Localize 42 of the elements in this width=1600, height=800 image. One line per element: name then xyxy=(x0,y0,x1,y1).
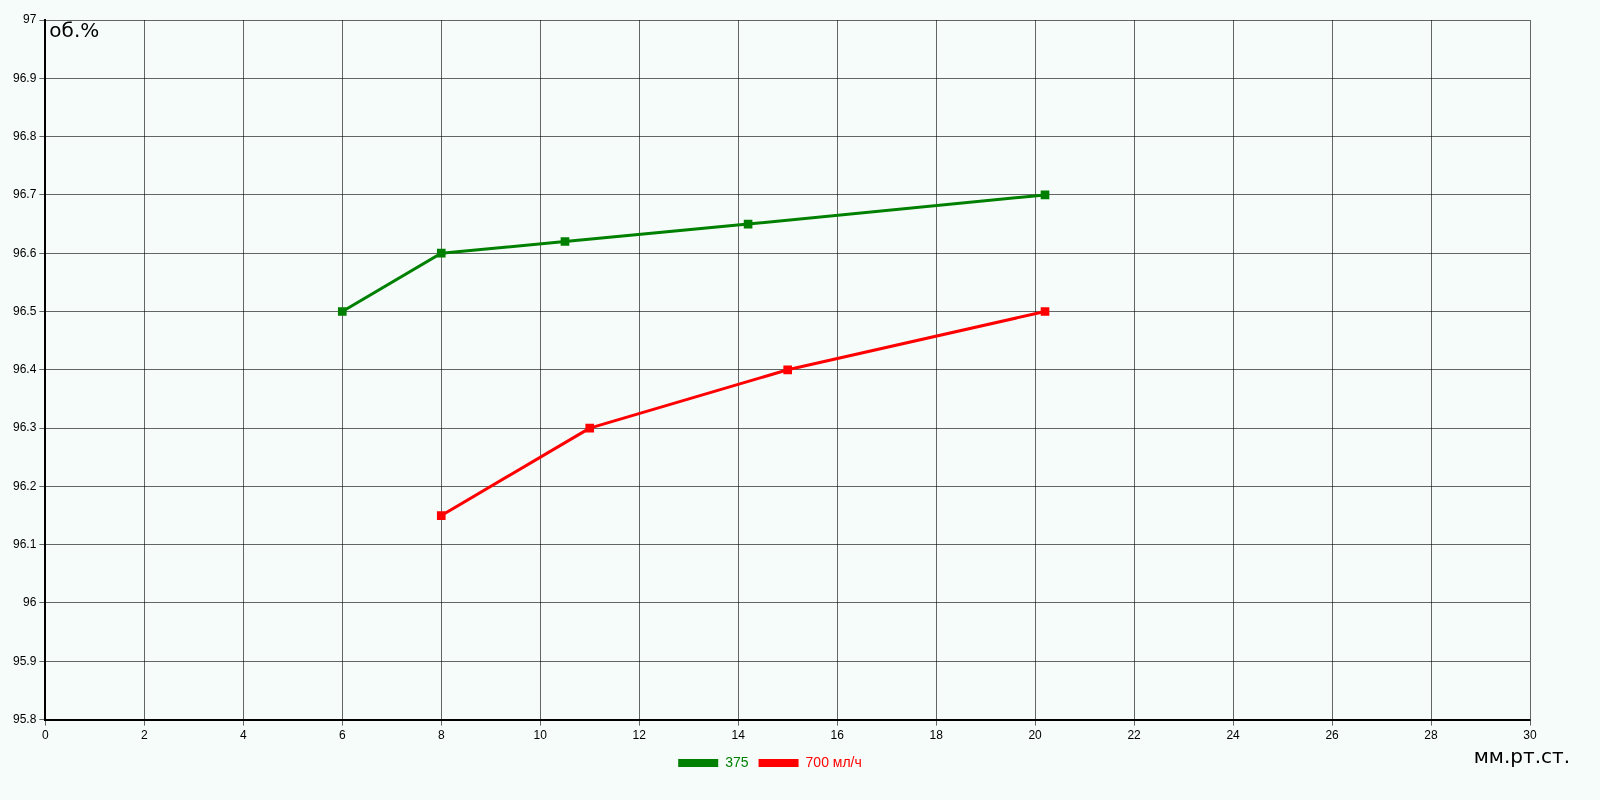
x-tick-label: 20 xyxy=(1028,728,1043,743)
x-tick-label: 16 xyxy=(830,728,845,743)
legend-label: 700 мл/ч xyxy=(805,753,862,770)
x-tick-label: 2 xyxy=(140,728,148,743)
x-tick-label: 18 xyxy=(929,728,944,743)
point xyxy=(743,219,753,229)
y-tick-label: 96 xyxy=(23,595,37,610)
point xyxy=(783,365,793,375)
y-tick-label: 95.9 xyxy=(13,653,37,668)
x-tick-label: 22 xyxy=(1127,728,1142,743)
y-tick-label: 95.8 xyxy=(13,711,37,726)
y-axis-title: об.% xyxy=(49,18,100,43)
point xyxy=(436,511,446,520)
x-tick-label: 26 xyxy=(1325,728,1340,743)
x-tick-label: 4 xyxy=(239,728,247,743)
x-tick-label: 12 xyxy=(632,728,647,743)
x-tick-label: 10 xyxy=(533,728,548,743)
point xyxy=(560,237,570,246)
y-tick-label: 96.7 xyxy=(13,187,37,202)
x-tick-label: 0 xyxy=(42,728,50,743)
y-tick-label: 96.3 xyxy=(13,420,37,435)
point xyxy=(337,307,347,316)
point xyxy=(1040,190,1050,200)
y-tick-label: 97 xyxy=(23,12,37,27)
y-tick-label: 96.9 xyxy=(13,70,37,85)
x-tick-label: 6 xyxy=(338,728,346,743)
x-axis-title: мм.рт.ст. xyxy=(1473,743,1570,768)
y-tick-label: 96.6 xyxy=(13,245,37,260)
point xyxy=(436,248,446,258)
x-tick-label: 8 xyxy=(437,728,445,743)
point xyxy=(585,423,595,433)
legend-label: 375 xyxy=(725,753,749,770)
x-tick-label: 28 xyxy=(1424,728,1439,743)
y-tick-label: 96.2 xyxy=(13,478,37,493)
x-tick-label: 30 xyxy=(1523,728,1537,743)
y-tick-label: 96.1 xyxy=(13,537,37,552)
y-tick-label: 96.5 xyxy=(13,303,37,318)
x-tick-label: 24 xyxy=(1226,728,1241,743)
y-tick-label: 96.8 xyxy=(13,128,37,143)
x-tick-label: 14 xyxy=(731,728,746,743)
point xyxy=(1040,307,1050,316)
y-tick-label: 96.4 xyxy=(13,362,37,377)
